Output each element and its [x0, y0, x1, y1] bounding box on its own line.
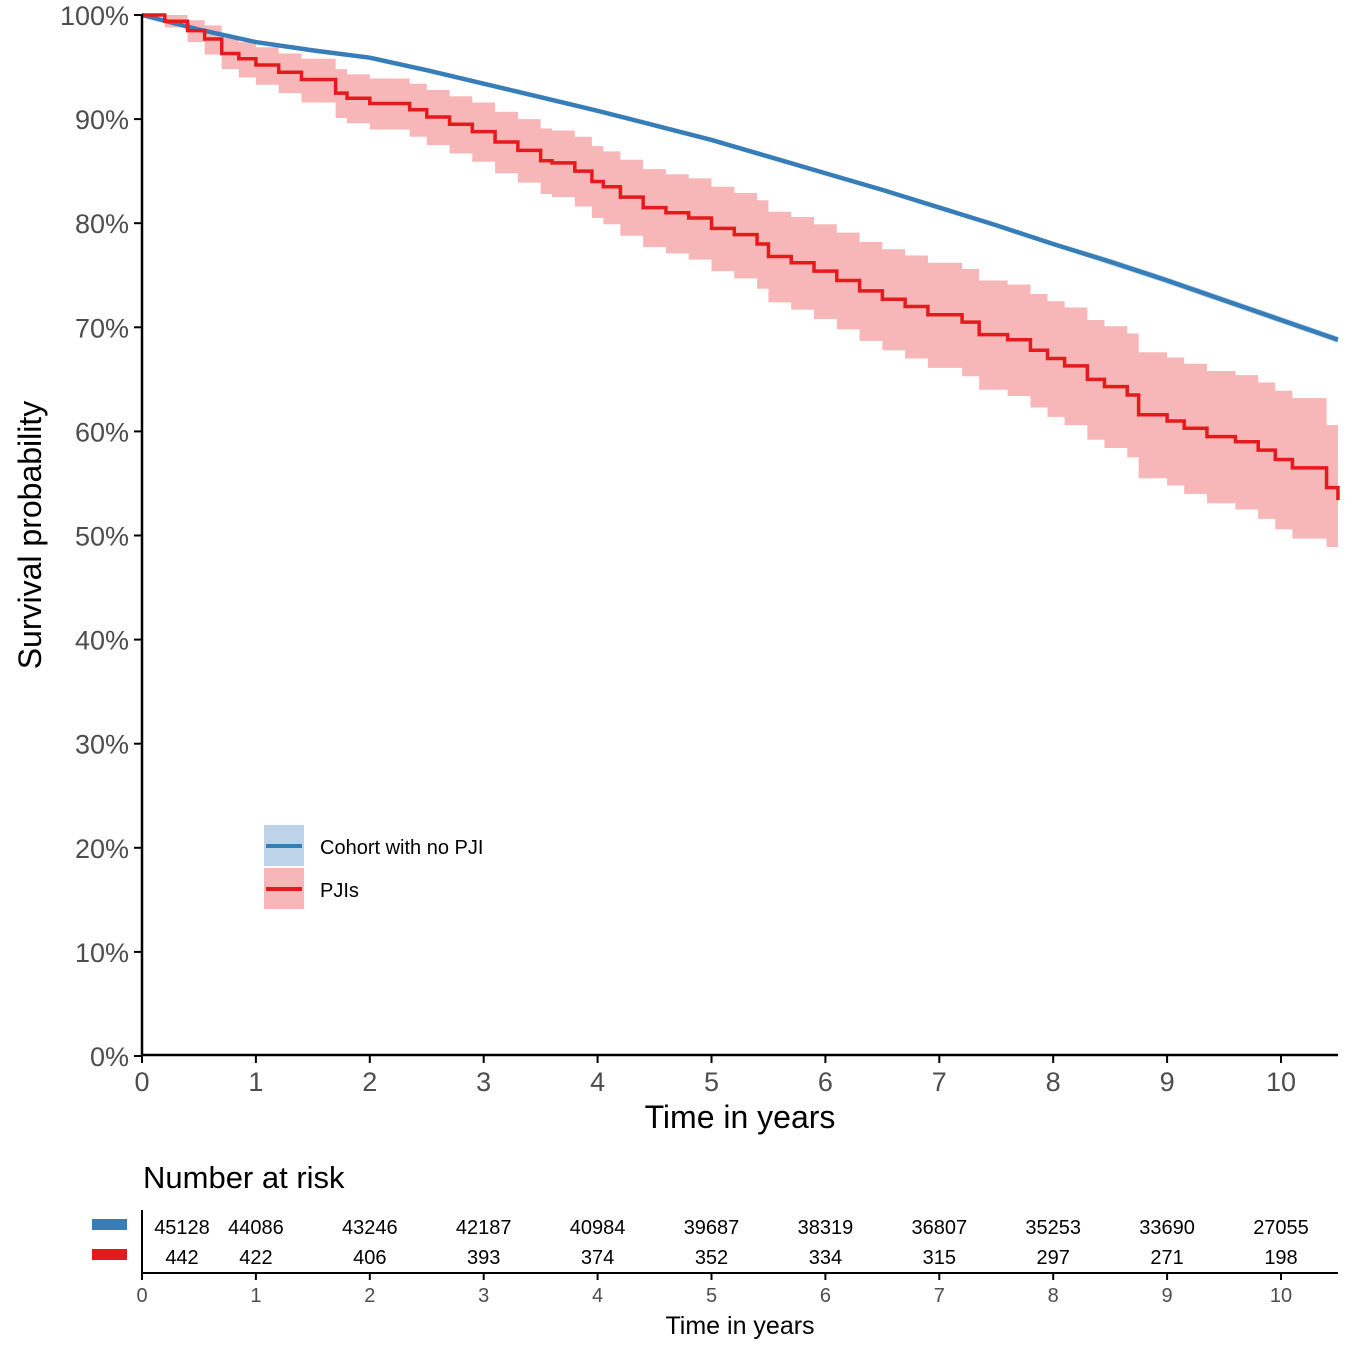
- risk-x-tick-label: 1: [250, 1285, 261, 1307]
- risk-value-cohort-with-no-pji: 38319: [798, 1217, 854, 1239]
- risk-value-cohort-with-no-pji: 42187: [456, 1217, 512, 1239]
- risk-value-pjis: 297: [1037, 1247, 1070, 1269]
- x-tick-label: 5: [704, 1067, 719, 1097]
- x-tick-label: 7: [932, 1067, 947, 1097]
- risk-value-cohort-with-no-pji: 35253: [1025, 1217, 1081, 1239]
- y-tick-label: 70%: [75, 313, 129, 343]
- risk-table-x-title: Time in years: [665, 1312, 814, 1340]
- risk-value-pjis: 406: [353, 1247, 386, 1269]
- risk-value-cohort-with-no-pji: 33690: [1139, 1217, 1195, 1239]
- risk-x-tick-label: 9: [1162, 1285, 1173, 1307]
- y-tick-label: 80%: [75, 209, 129, 239]
- risk-value-cohort-with-no-pji: 39687: [684, 1217, 740, 1239]
- risk-value-cohort-with-no-pji: 44086: [228, 1217, 284, 1239]
- risk-table: Number at risk 45128 44086 43246 42187 40984…: [92, 1160, 1338, 1340]
- risk-value-pjis: 393: [467, 1247, 500, 1269]
- legend: Cohort with no PJI PJIs: [264, 825, 483, 909]
- legend-item-no-pji: Cohort with no PJI: [264, 825, 483, 866]
- survival-curve-pjis: [142, 13, 1340, 501]
- risk-x-tick-label: 2: [364, 1285, 375, 1307]
- ci-band-pjis: [142, 15, 1338, 552]
- risk-x-tick-label: 4: [592, 1285, 603, 1307]
- risk-value-pjis: 271: [1150, 1247, 1183, 1269]
- x-tick-label: 4: [590, 1067, 605, 1097]
- risk-value-cohort-with-no-pji: 45128: [154, 1217, 210, 1239]
- risk-x-tick-label: 10: [1270, 1285, 1292, 1307]
- legend-item-pjis: PJIs: [264, 868, 359, 909]
- y-tick-label: 60%: [75, 417, 129, 447]
- risk-x-tick-label: 6: [820, 1285, 831, 1307]
- legend-label-no-pji: Cohort with no PJI: [320, 837, 483, 859]
- risk-table-values: 45128 44086 43246 42187 40984 39687 38319 36807…: [154, 1217, 1309, 1269]
- risk-value-cohort-with-no-pji: 40984: [570, 1217, 626, 1239]
- risk-value-pjis: 442: [165, 1247, 198, 1269]
- survival-curves: [141, 12, 1340, 501]
- risk-value-cohort-with-no-pji: 27055: [1253, 1217, 1309, 1239]
- risk-value-cohort-with-no-pji: 36807: [911, 1217, 967, 1239]
- x-tick-label: 3: [476, 1067, 491, 1097]
- y-tick-label: 100%: [60, 1, 129, 31]
- risk-row-key-pjis: [92, 1249, 127, 1260]
- risk-value-pjis: 334: [809, 1247, 842, 1269]
- x-axis-title: Time in years: [645, 1099, 836, 1135]
- risk-table-x-ticks: 0 1 2 3 4 5 6 7 8 9 10: [136, 1273, 1292, 1307]
- x-tick-label: 2: [362, 1067, 377, 1097]
- risk-value-cohort-with-no-pji: 43246: [342, 1217, 398, 1239]
- x-tick-label: 8: [1046, 1067, 1061, 1097]
- y-tick-label: 10%: [75, 938, 129, 968]
- legend-label-pjis: PJIs: [320, 880, 359, 902]
- y-tick-label: 90%: [75, 105, 129, 135]
- y-tick-label: 40%: [75, 626, 129, 656]
- risk-value-pjis: 352: [695, 1247, 728, 1269]
- risk-x-tick-label: 8: [1048, 1285, 1059, 1307]
- x-tick-label: 6: [818, 1067, 833, 1097]
- risk-value-pjis: 198: [1264, 1247, 1297, 1269]
- y-axis-ticks: 0% 10% 20% 30% 40% 50% 60% 70% 80% 90% 100%: [60, 1, 142, 1072]
- risk-x-tick-label: 5: [706, 1285, 717, 1307]
- risk-value-pjis: 422: [239, 1247, 272, 1269]
- risk-x-tick-label: 0: [136, 1285, 147, 1307]
- risk-table-title: Number at risk: [143, 1160, 345, 1195]
- x-tick-label: 1: [248, 1067, 263, 1097]
- x-tick-label: 0: [134, 1067, 149, 1097]
- x-axis-ticks: 0 1 2 3 4 5 6 7 8 9 10: [134, 1055, 1296, 1097]
- survival-curve-cohort-with-no-pji: [141, 12, 1339, 342]
- risk-x-tick-label: 7: [934, 1285, 945, 1307]
- x-tick-label: 9: [1160, 1067, 1175, 1097]
- y-tick-label: 20%: [75, 834, 129, 864]
- risk-x-tick-label: 3: [478, 1285, 489, 1307]
- y-tick-label: 50%: [75, 522, 129, 552]
- risk-value-pjis: 315: [923, 1247, 956, 1269]
- y-tick-label: 30%: [75, 730, 129, 760]
- risk-row-key-no-pji: [92, 1219, 127, 1230]
- confidence-bands: [142, 15, 1338, 552]
- y-tick-label: 0%: [90, 1042, 129, 1072]
- y-axis-title: Survival probability: [12, 401, 48, 670]
- x-tick-label: 10: [1266, 1067, 1296, 1097]
- risk-value-pjis: 374: [581, 1247, 614, 1269]
